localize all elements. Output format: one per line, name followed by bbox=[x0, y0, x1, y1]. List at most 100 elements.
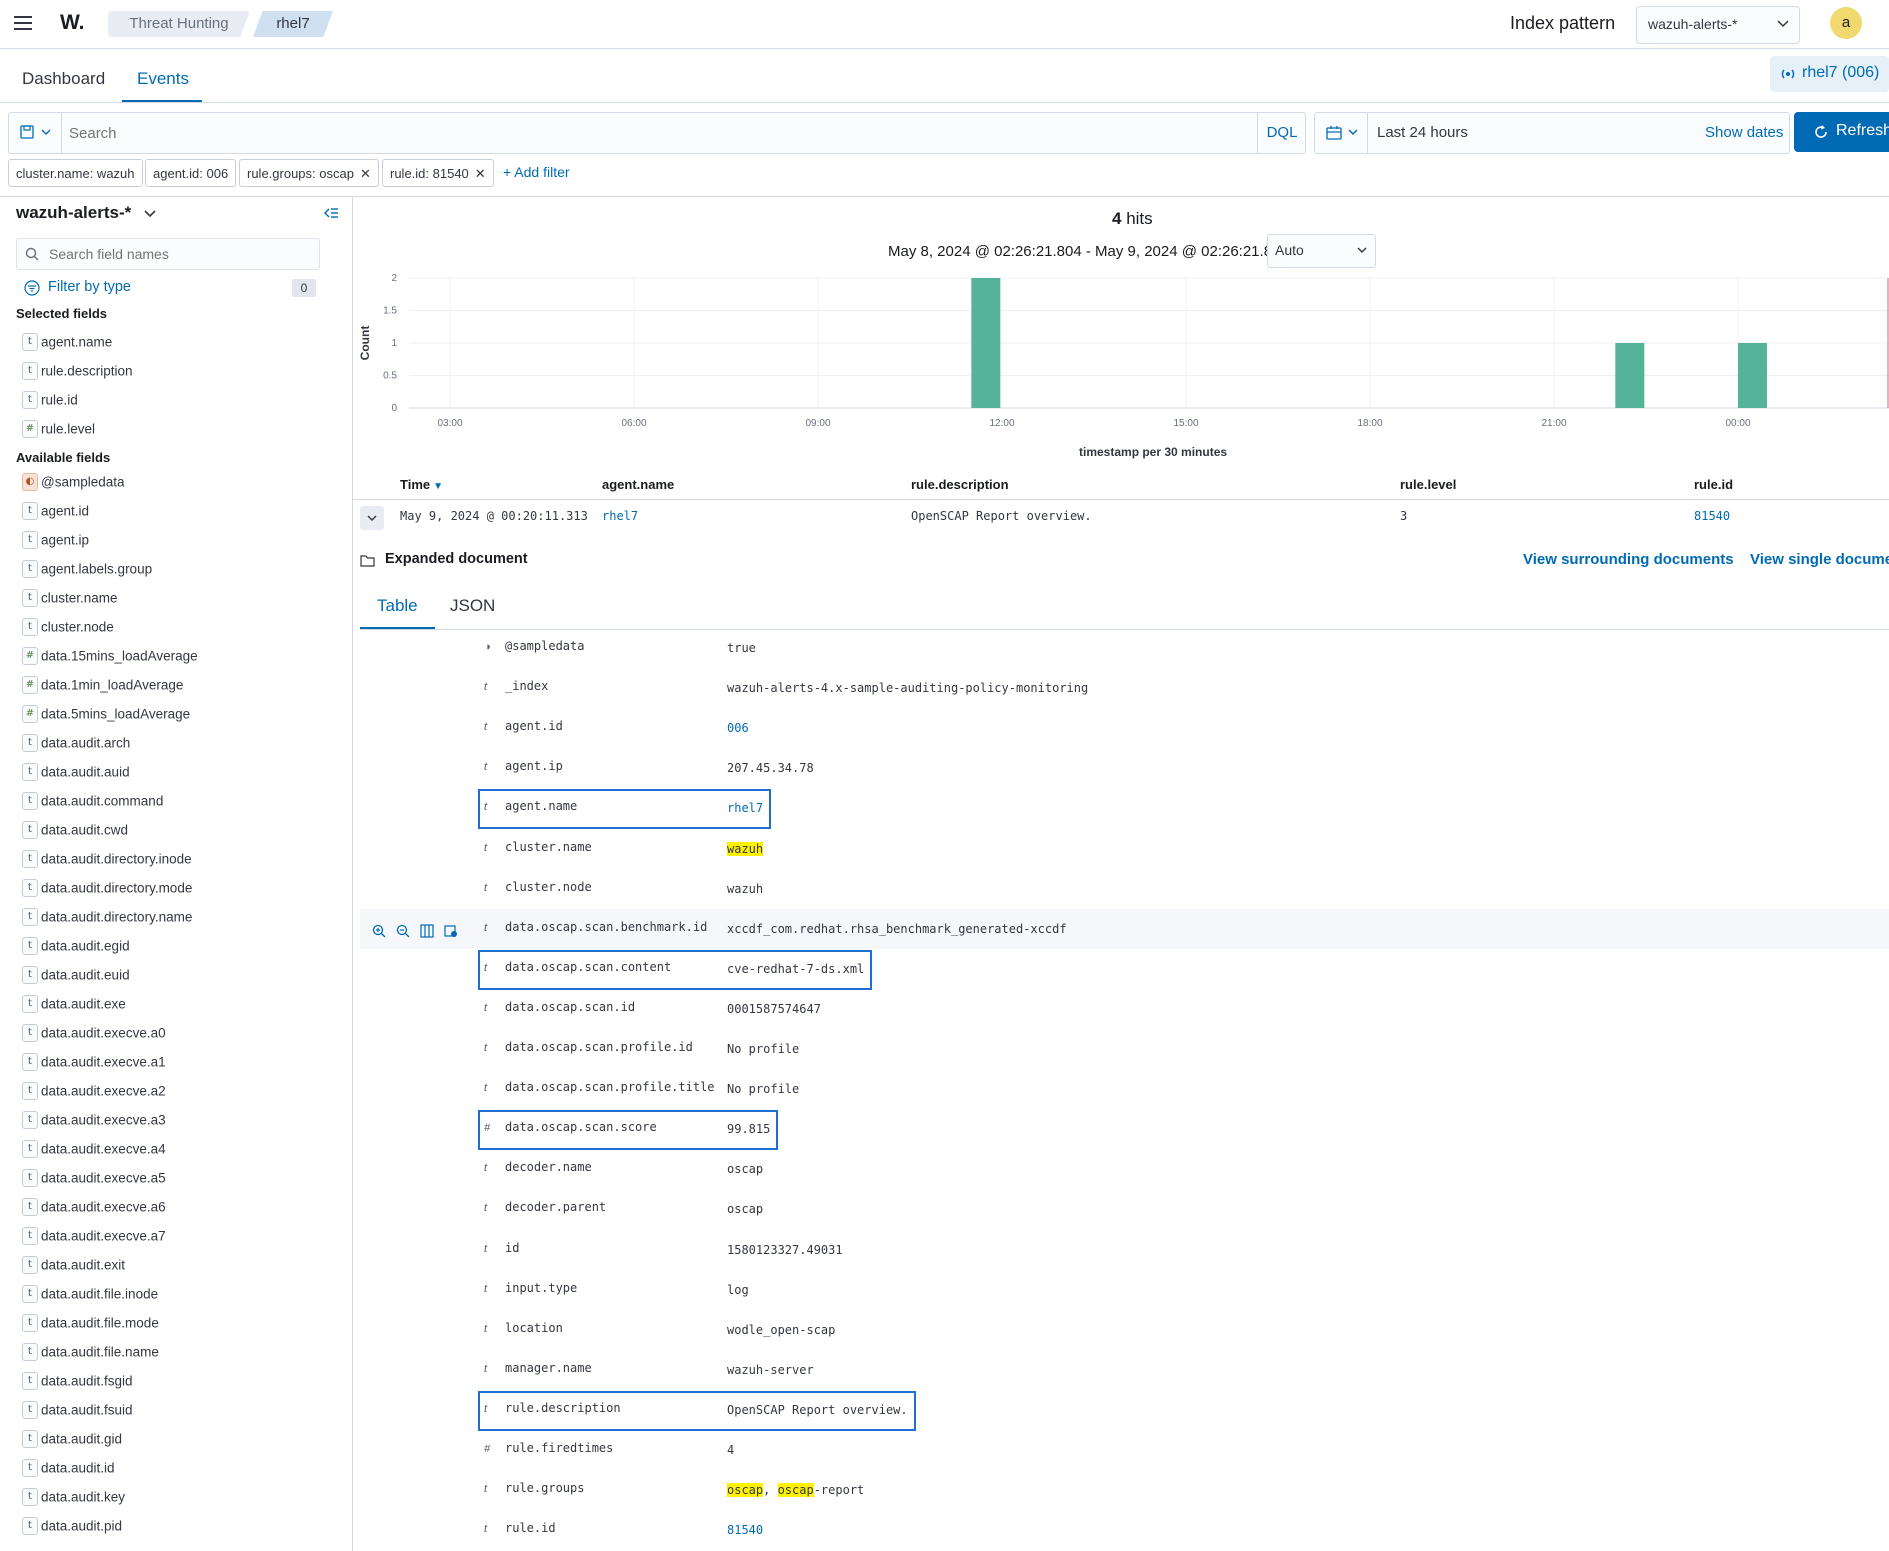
sidebar-field-item[interactable]: t data.audit.euid bbox=[22, 964, 130, 986]
string-field-icon: t bbox=[22, 1285, 38, 1304]
quick-select-button[interactable] bbox=[1315, 113, 1368, 153]
view-surrounding-documents-link[interactable]: View surrounding documents bbox=[1523, 551, 1734, 568]
sort-arrow-icon[interactable]: ▼ bbox=[433, 481, 444, 492]
sidebar-field-item[interactable]: t data.audit.fsgid bbox=[22, 1370, 133, 1392]
breadcrumb-threat-hunting[interactable]: Threat Hunting bbox=[108, 11, 250, 37]
tab-events[interactable]: Events bbox=[137, 69, 189, 88]
collapse-sidebar-icon[interactable] bbox=[323, 206, 339, 220]
field-name: data.audit.egid bbox=[41, 938, 130, 954]
tab-dashboard[interactable]: Dashboard bbox=[22, 69, 106, 88]
column-header-rule-level[interactable]: rule.level bbox=[1400, 477, 1457, 492]
refresh-button[interactable]: Refresh bbox=[1794, 112, 1889, 152]
filter-pill-cluster-name[interactable]: cluster.name: wazuh bbox=[8, 159, 143, 187]
field-search-box bbox=[16, 238, 320, 270]
sidebar-field-item[interactable]: t cluster.name bbox=[22, 587, 118, 609]
time-range-value[interactable]: Last 24 hours bbox=[1377, 124, 1468, 141]
menu-icon[interactable] bbox=[14, 15, 32, 31]
sidebar-field-item[interactable]: t data.audit.exit bbox=[22, 1254, 125, 1276]
tab-table[interactable]: Table bbox=[377, 596, 418, 615]
sidebar-field-item[interactable]: ◐ @sampledata bbox=[22, 471, 125, 493]
sidebar-field-item[interactable]: # data.5mins_loadAverage bbox=[22, 703, 190, 725]
saved-query-button[interactable] bbox=[9, 113, 62, 153]
sidebar-field-item[interactable]: t agent.id bbox=[22, 500, 89, 522]
sidebar-field-item[interactable]: t data.audit.auid bbox=[22, 761, 130, 783]
user-avatar[interactable]: a bbox=[1830, 7, 1862, 39]
close-icon[interactable]: ✕ bbox=[474, 166, 486, 181]
dql-button[interactable]: DQL bbox=[1257, 113, 1306, 153]
sidebar-field-item[interactable]: t cluster.node bbox=[22, 616, 114, 638]
sidebar-field-item[interactable]: # data.1min_loadAverage bbox=[22, 674, 183, 696]
add-filter-button[interactable]: + Add filter bbox=[503, 164, 570, 180]
sidebar-field-item[interactable]: t data.audit.directory.name bbox=[22, 906, 192, 928]
field-value: 1580123327.49031 bbox=[727, 1242, 843, 1257]
string-field-icon: t bbox=[484, 1042, 488, 1054]
sidebar-field-item[interactable]: t data.audit.directory.mode bbox=[22, 877, 192, 899]
sidebar-field-item[interactable]: t data.audit.fsuid bbox=[22, 1399, 133, 1421]
view-single-document-link[interactable]: View single document bbox=[1750, 551, 1889, 568]
sidebar-field-item[interactable]: t data.audit.execve.a6 bbox=[22, 1196, 166, 1218]
expand-row-toggle[interactable] bbox=[360, 506, 384, 530]
sidebar-field-item[interactable]: t data.audit.key bbox=[22, 1486, 125, 1508]
agent-badge-button[interactable]: rhel7 (006) bbox=[1770, 56, 1889, 92]
sidebar-field-item[interactable]: t data.audit.pid bbox=[22, 1515, 122, 1537]
sidebar-field-item[interactable]: t data.audit.execve.a4 bbox=[22, 1138, 166, 1160]
filter-by-type-button[interactable]: Filter by type 0 bbox=[24, 277, 320, 299]
toggle-column-icon[interactable] bbox=[420, 924, 434, 938]
sidebar-field-item[interactable]: t data.audit.file.name bbox=[22, 1341, 159, 1363]
tab-json[interactable]: JSON bbox=[450, 596, 496, 615]
column-header-rule-description[interactable]: rule.description bbox=[911, 477, 1009, 492]
filter-pill-agent-id[interactable]: agent.id: 006 bbox=[145, 159, 237, 187]
sidebar-field-item[interactable]: t data.audit.execve.a2 bbox=[22, 1080, 166, 1102]
cell-agent-name[interactable]: rhel7 bbox=[602, 509, 639, 523]
search-input[interactable] bbox=[67, 118, 1251, 148]
filter-pill-rule-groups[interactable]: rule.groups: oscap ✕ bbox=[239, 159, 379, 187]
filter-out-value-icon[interactable] bbox=[396, 924, 410, 938]
field-value: true bbox=[727, 641, 756, 655]
close-icon[interactable]: ✕ bbox=[359, 166, 371, 181]
string-field-icon: t bbox=[22, 1024, 38, 1043]
wazuh-logo[interactable]: W. bbox=[60, 11, 85, 34]
sidebar-field-item[interactable]: t rule.id bbox=[22, 389, 78, 411]
filter-exists-icon[interactable] bbox=[444, 924, 458, 938]
sidebar-field-item[interactable]: t data.audit.egid bbox=[22, 935, 130, 957]
sidebar-field-item[interactable]: t data.audit.execve.a7 bbox=[22, 1225, 166, 1247]
sidebar-field-item[interactable]: t data.audit.file.mode bbox=[22, 1312, 159, 1334]
doc-field-row: t agent.id 006 bbox=[470, 708, 1870, 748]
interval-select[interactable]: Auto bbox=[1267, 234, 1376, 268]
index-pattern-select[interactable]: wazuh-alerts-* bbox=[1636, 6, 1800, 44]
sidebar-field-item[interactable]: t rule.description bbox=[22, 360, 133, 382]
sidebar-field-item[interactable]: t agent.ip bbox=[22, 529, 89, 551]
sidebar-field-item[interactable]: t data.audit.execve.a0 bbox=[22, 1022, 166, 1044]
sidebar-field-item[interactable]: # data.15mins_loadAverage bbox=[22, 645, 198, 667]
sidebar-field-item[interactable]: t agent.labels.group bbox=[22, 558, 152, 580]
sidebar-field-item[interactable]: t data.audit.cwd bbox=[22, 819, 128, 841]
sidebar-field-item[interactable]: t data.audit.file.inode bbox=[22, 1283, 158, 1305]
field-search-input[interactable] bbox=[47, 243, 311, 265]
sidebar-field-item[interactable]: t data.audit.execve.a1 bbox=[22, 1051, 166, 1073]
sidebar-field-item[interactable]: t data.audit.exe bbox=[22, 993, 126, 1015]
field-value[interactable]: 81540 bbox=[727, 1523, 764, 1538]
active-tab-indicator bbox=[360, 627, 435, 629]
column-header-rule-id[interactable]: rule.id bbox=[1694, 477, 1734, 492]
table-row[interactable]: May 9, 2024 @ 00:20:11.313 rhel7 OpenSCA… bbox=[352, 500, 1889, 540]
column-header-time[interactable]: Time ▼ bbox=[400, 477, 444, 492]
sidebar-field-item[interactable]: t agent.name bbox=[22, 331, 112, 353]
sidebar-field-item[interactable]: t data.audit.arch bbox=[22, 732, 130, 754]
sidebar-field-item[interactable]: t data.audit.execve.a5 bbox=[22, 1167, 166, 1189]
breadcrumb-rhel7[interactable]: rhel7 bbox=[253, 11, 333, 37]
field-value[interactable]: 006 bbox=[727, 721, 749, 736]
filter-pill-rule-id[interactable]: rule.id: 81540 ✕ bbox=[382, 159, 494, 187]
sidebar-field-item[interactable]: # rule.level bbox=[22, 418, 95, 440]
show-dates-button[interactable]: Show dates bbox=[1705, 124, 1784, 141]
doc-field-row: t data.oscap.scan.content cve-redhat-7-ds.… bbox=[470, 949, 1870, 989]
cell-rule-id[interactable]: 81540 bbox=[1694, 509, 1731, 523]
field-value[interactable]: rhel7 bbox=[727, 801, 764, 816]
column-header-agent-name[interactable]: agent.name bbox=[602, 477, 675, 492]
sidebar-field-item[interactable]: t data.audit.gid bbox=[22, 1428, 122, 1450]
sidebar-field-item[interactable]: t data.audit.directory.inode bbox=[22, 848, 192, 870]
sidebar-field-item[interactable]: t data.audit.id bbox=[22, 1457, 115, 1479]
index-pattern-switcher[interactable]: wazuh-alerts-* bbox=[16, 203, 156, 223]
sidebar-field-item[interactable]: t data.audit.execve.a3 bbox=[22, 1109, 166, 1131]
sidebar-field-item[interactable]: t data.audit.command bbox=[22, 790, 163, 812]
filter-for-value-icon[interactable] bbox=[372, 924, 386, 938]
